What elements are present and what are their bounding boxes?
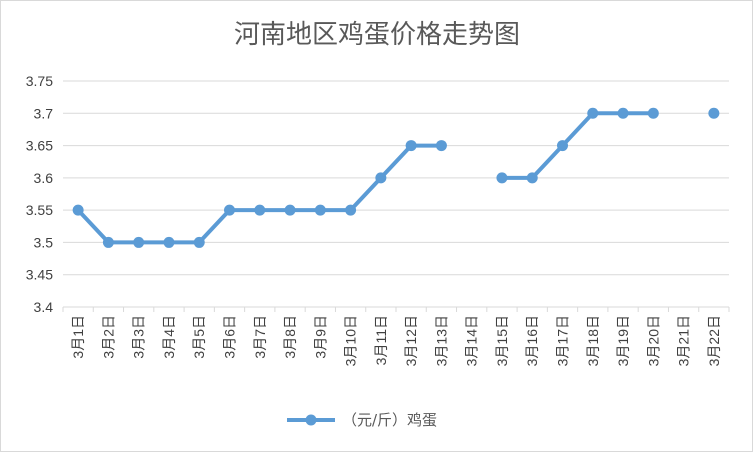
y-tick-label: 3.65	[26, 138, 53, 154]
data-point	[496, 172, 508, 184]
x-tick-label: 3月14日	[464, 315, 480, 366]
series-layer	[72, 107, 720, 248]
data-point	[224, 204, 235, 216]
y-tick-label: 3.75	[26, 73, 53, 89]
x-tick-label: 3月19日	[615, 315, 631, 366]
x-tick-label: 3月17日	[555, 315, 571, 366]
x-tick-label: 3月4日	[161, 315, 177, 359]
x-tick-label: 3月2日	[100, 315, 116, 359]
y-tick-label: 3.55	[26, 202, 53, 218]
x-tick-label: 3月7日	[252, 315, 268, 359]
x-tick-label: 3月20日	[645, 315, 661, 366]
data-point	[254, 204, 266, 216]
y-tick-label: 3.6	[34, 170, 54, 186]
y-tick-label: 3.7	[34, 105, 54, 121]
x-tick-label: 3月9日	[312, 315, 328, 359]
legend-point-marker	[305, 414, 317, 426]
x-tick-label: 3月13日	[433, 315, 449, 366]
y-axis-ticks: 3.4 3.45 3.5 3.55 3.6 3.65 3.7 3.75	[26, 73, 53, 315]
x-tick-label: 3月8日	[282, 315, 298, 359]
x-tick-label: 3月5日	[191, 315, 207, 359]
data-point	[647, 107, 659, 119]
x-tick-label: 3月21日	[676, 315, 692, 366]
x-axis-ticks: 3月1日 3月2日 3月3日 3月4日 3月5日 3月6日 3月7日 3月8日 3月9日 3月10…	[62, 307, 730, 366]
data-point	[314, 204, 326, 216]
data-point	[345, 204, 357, 216]
data-point	[435, 140, 447, 152]
legend: （元/斤）鸡蛋	[287, 411, 437, 429]
data-point	[72, 204, 84, 216]
x-tick-label: 3月22日	[706, 315, 722, 366]
x-tick-label: 3月18日	[585, 315, 601, 366]
x-tick-label: 3月3日	[131, 315, 147, 359]
y-tick-label: 3.45	[26, 267, 53, 283]
data-point	[102, 236, 114, 248]
data-point	[284, 204, 296, 216]
chart-title: 河南地区鸡蛋价格走势图	[234, 20, 520, 50]
data-point	[526, 172, 538, 184]
x-tick-label: 3月12日	[403, 315, 419, 366]
x-tick-label: 3月15日	[494, 315, 510, 366]
y-tick-label: 3.4	[34, 299, 54, 315]
data-point	[708, 107, 720, 119]
data-point	[133, 236, 145, 248]
data-point	[193, 236, 205, 248]
x-tick-label: 3月10日	[343, 315, 359, 366]
data-point	[375, 172, 387, 184]
x-tick-label: 3月16日	[524, 315, 540, 366]
x-tick-label: 3月11日	[373, 315, 389, 365]
data-point	[587, 107, 599, 119]
data-point	[405, 140, 417, 152]
x-tick-label: 3月6日	[222, 315, 238, 359]
y-tick-label: 3.5	[34, 234, 54, 250]
x-tick-label: 3月1日	[70, 315, 86, 359]
data-point	[163, 236, 175, 248]
data-point	[617, 107, 629, 119]
data-point	[557, 140, 568, 152]
legend-label: （元/斤）鸡蛋	[342, 411, 437, 429]
